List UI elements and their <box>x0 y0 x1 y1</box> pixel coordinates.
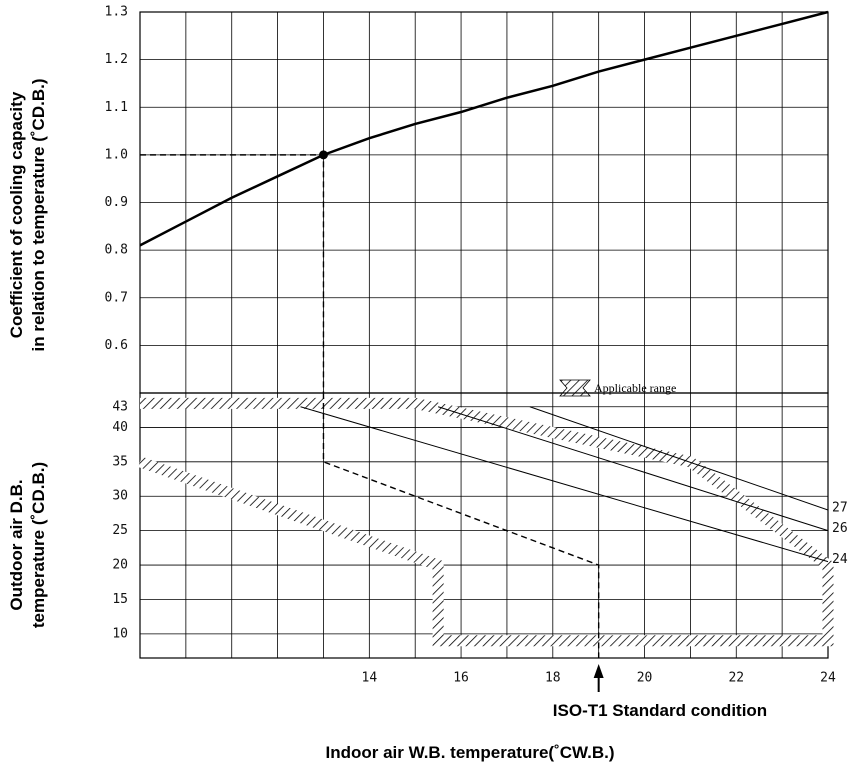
legend-swatch <box>559 379 591 397</box>
y-tick-label: 15 <box>112 592 128 607</box>
y-tick-label: 25 <box>112 523 128 538</box>
series-label: 24 <box>832 552 848 567</box>
x-axis-title: Indoor air W.B. temperature(˚CW.B.) <box>325 743 614 762</box>
y-axis-title: temperature (˚CD.B.) <box>29 462 48 628</box>
y-tick-label: 10 <box>112 626 128 641</box>
y-tick-label: 30 <box>112 489 128 504</box>
x-tick-label: 24 <box>820 671 836 686</box>
y-tick-label: 43 <box>112 399 128 414</box>
applicable-range <box>138 397 834 647</box>
series-line <box>139 10 829 247</box>
y-tick-label: 0.7 <box>105 290 128 305</box>
series-label: 27 <box>832 501 848 516</box>
y-axis-title: Coefficient of cooling capacity <box>7 91 26 338</box>
y-tick-label: 0.6 <box>105 338 128 353</box>
y-tick-label: 35 <box>112 454 128 469</box>
y-tick-label: 20 <box>112 558 128 573</box>
annotation-arrowhead <box>593 664 604 678</box>
y-tick-label: 1.1 <box>105 100 128 115</box>
y-tick-label: 0.9 <box>105 195 128 210</box>
x-tick-label: 14 <box>362 671 378 686</box>
guide-line <box>322 393 600 658</box>
x-tick-label: 18 <box>545 671 561 686</box>
x-tick-label: 22 <box>728 671 744 686</box>
series-label: 26 <box>832 521 848 536</box>
annotation: ISO-T1 Standard condition <box>553 701 767 720</box>
y-axis-title: Outdoor air D.B. <box>7 479 26 610</box>
series-line <box>300 406 829 563</box>
plot-frame <box>139 392 829 659</box>
y-tick-label: 1.0 <box>105 147 128 162</box>
y-tick-label: 1.2 <box>105 52 128 67</box>
y-axis-title: in relation to temperature (˚CD.B.) <box>29 79 48 352</box>
reference-point <box>318 150 328 160</box>
series-line <box>437 406 829 532</box>
legend-label: Applicable range <box>594 381 676 395</box>
y-tick-label: 0.8 <box>105 243 128 258</box>
x-tick-label: 20 <box>637 671 653 686</box>
x-tick-label: 16 <box>453 671 469 686</box>
series-line <box>529 406 829 511</box>
y-tick-label: 40 <box>112 420 128 435</box>
y-tick-label: 1.3 <box>105 5 128 20</box>
